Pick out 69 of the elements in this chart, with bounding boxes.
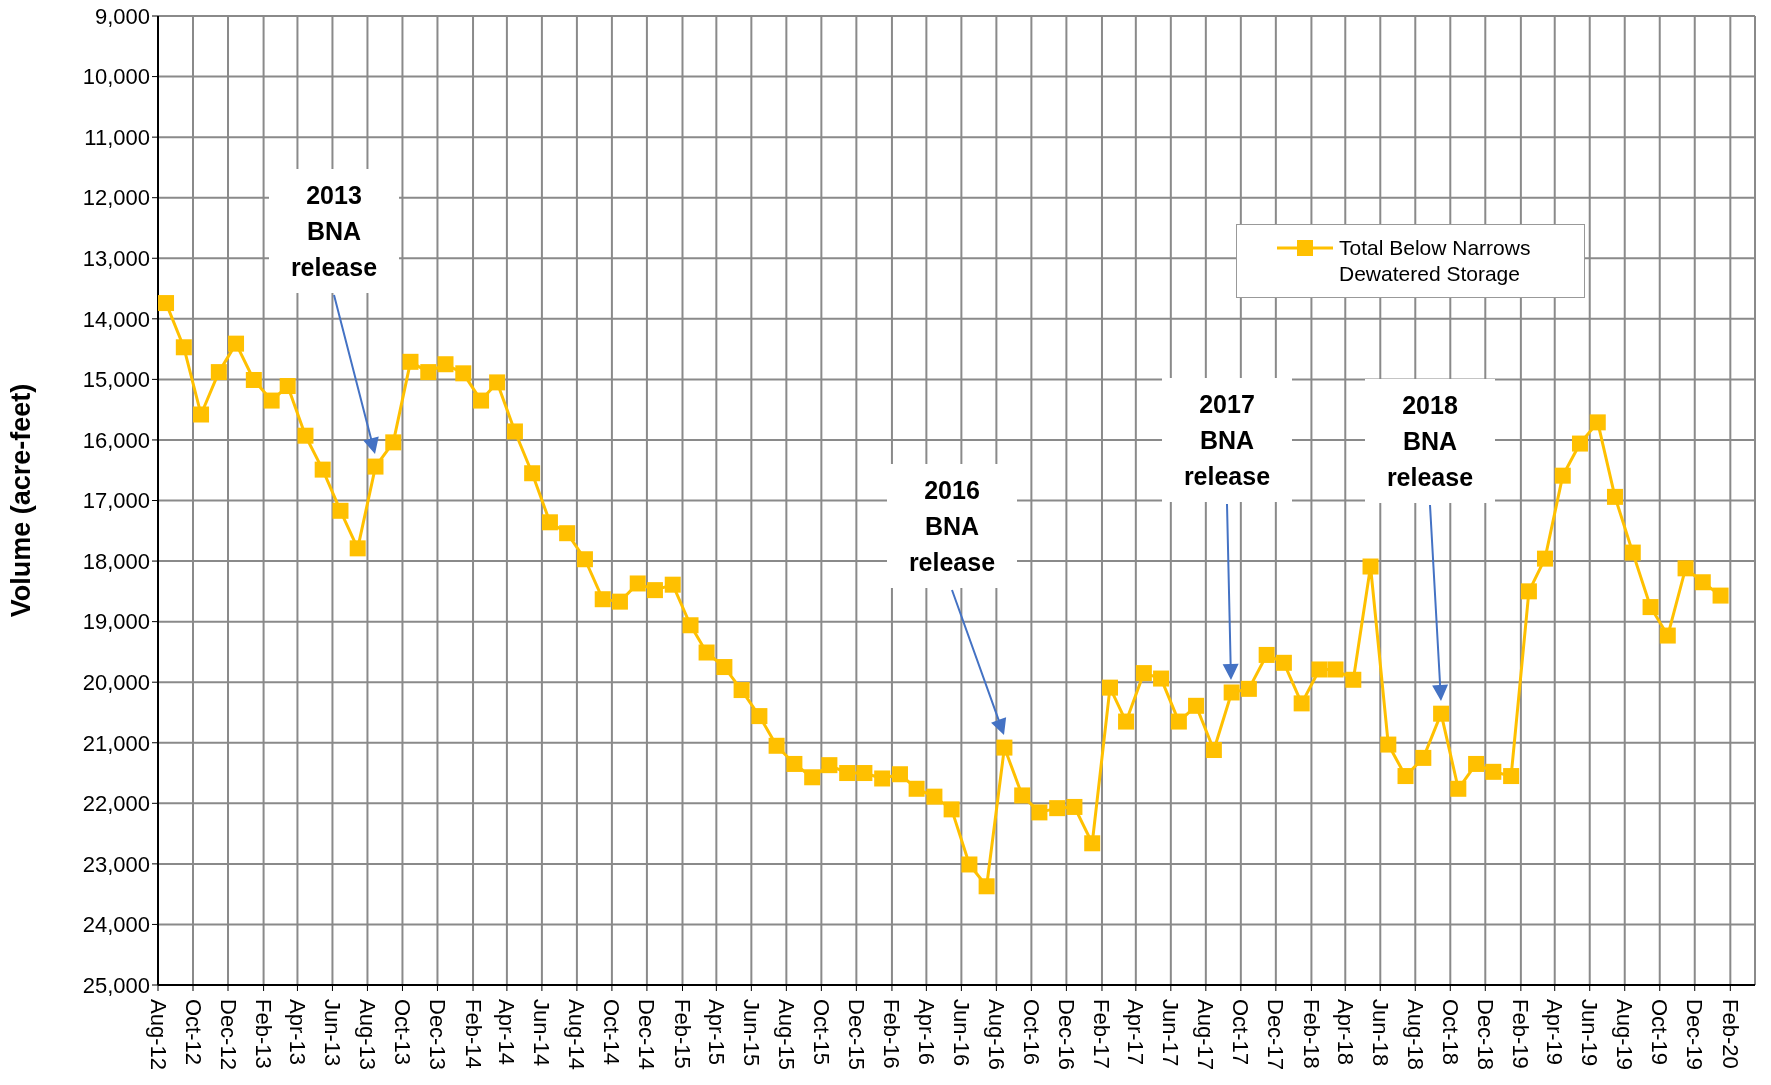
x-tick-label: Jun-16 <box>948 999 974 1067</box>
x-tick-label: Jun-17 <box>1158 999 1184 1067</box>
x-tick-label: Dec-16 <box>1053 999 1079 1070</box>
x-tick-label: Feb-13 <box>251 999 277 1069</box>
x-tick-label: Feb-16 <box>879 999 905 1069</box>
x-tick-label: Apr-19 <box>1542 999 1568 1066</box>
y-tick-label: 13,000 <box>82 246 150 272</box>
x-tick-label: Feb-15 <box>669 999 695 1069</box>
x-tick-label: Feb-20 <box>1717 999 1743 1069</box>
y-tick-label: 16,000 <box>82 427 150 453</box>
y-tick-label: 19,000 <box>82 609 150 635</box>
x-tick-label: Apr-15 <box>703 999 729 1066</box>
x-tick-label: Aug-15 <box>773 999 799 1070</box>
annotation: 2017 BNA release <box>1183 390 1271 490</box>
x-tick-label: Aug-16 <box>983 999 1009 1070</box>
x-tick-label: Dec-12 <box>215 999 241 1070</box>
y-tick-label: 10,000 <box>82 64 150 90</box>
x-tick-label: Aug-19 <box>1612 999 1638 1070</box>
x-tick-label: Dec-18 <box>1472 999 1498 1070</box>
y-tick-label: 20,000 <box>82 670 150 695</box>
y-tick-label: 11,000 <box>84 124 150 150</box>
y-tick-label: 18,000 <box>82 548 150 574</box>
x-tick-label: Oct-18 <box>1437 999 1463 1066</box>
x-tick-label: Apr-16 <box>913 999 939 1066</box>
y-tick-label: 24,000 <box>82 912 150 938</box>
annotation: 2018 BNA release <box>1386 391 1474 491</box>
annotation: 2016 BNA release <box>908 476 996 576</box>
x-tick-label: Jun-18 <box>1367 999 1393 1067</box>
y-tick-label: 17,000 <box>82 488 150 514</box>
x-tick-label: Aug-18 <box>1402 999 1428 1070</box>
x-tick-label: Oct-13 <box>389 999 415 1066</box>
y-tick-label: 23,000 <box>82 851 150 877</box>
x-tick-label: Feb-14 <box>460 999 486 1069</box>
x-tick-label: Dec-13 <box>424 999 450 1070</box>
x-tick-label: Dec-17 <box>1263 999 1289 1070</box>
y-tick-label: 14,000 <box>82 306 150 332</box>
y-tick-label: 25,000 <box>82 972 150 998</box>
x-tick-label: Jun-13 <box>319 999 345 1067</box>
x-tick-label: Aug-14 <box>564 999 590 1070</box>
x-tick-label: Feb-18 <box>1298 999 1324 1069</box>
x-tick-label: Aug-12 <box>145 999 171 1070</box>
x-tick-label: Dec-15 <box>843 999 869 1070</box>
x-tick-label: Jun-19 <box>1577 999 1603 1067</box>
x-tick-label: Apr-14 <box>494 999 520 1066</box>
y-tick-label: 21,000 <box>82 730 150 756</box>
x-tick-label: Apr-18 <box>1332 999 1358 1066</box>
y-tick-label: 22,000 <box>82 791 150 817</box>
x-tick-label: Oct-15 <box>808 999 834 1066</box>
x-tick-label: Oct-14 <box>599 999 625 1066</box>
x-tick-label: Dec-14 <box>634 999 660 1070</box>
y-axis-title: Volume (acre-feet) <box>5 383 36 618</box>
y-tick-label: 12,000 <box>82 185 150 211</box>
x-tick-label: Feb-19 <box>1508 999 1534 1069</box>
x-tick-label: Oct-17 <box>1228 999 1254 1066</box>
x-tick-label: Jun-14 <box>529 999 555 1067</box>
x-tick-label: Oct-19 <box>1647 999 1673 1066</box>
x-tick-label: Jun-15 <box>738 999 764 1067</box>
x-tick-label: Apr-17 <box>1123 999 1149 1066</box>
x-tick-label: Aug-13 <box>354 999 380 1070</box>
legend-label: Total Below Narrows Dewatered Storage <box>1339 235 1532 287</box>
x-tick-label: Oct-12 <box>180 999 206 1066</box>
y-tick-label: 9,000 <box>94 3 150 29</box>
annotation: 2013 BNA release <box>290 181 378 281</box>
x-tick-label: Apr-13 <box>284 999 310 1066</box>
x-tick-label: Aug-17 <box>1193 999 1219 1070</box>
x-tick-label: Feb-17 <box>1089 999 1115 1069</box>
x-tick-label: Oct-16 <box>1018 999 1044 1066</box>
y-tick-label: 15,000 <box>82 367 150 393</box>
x-tick-label: Dec-19 <box>1682 999 1708 1070</box>
